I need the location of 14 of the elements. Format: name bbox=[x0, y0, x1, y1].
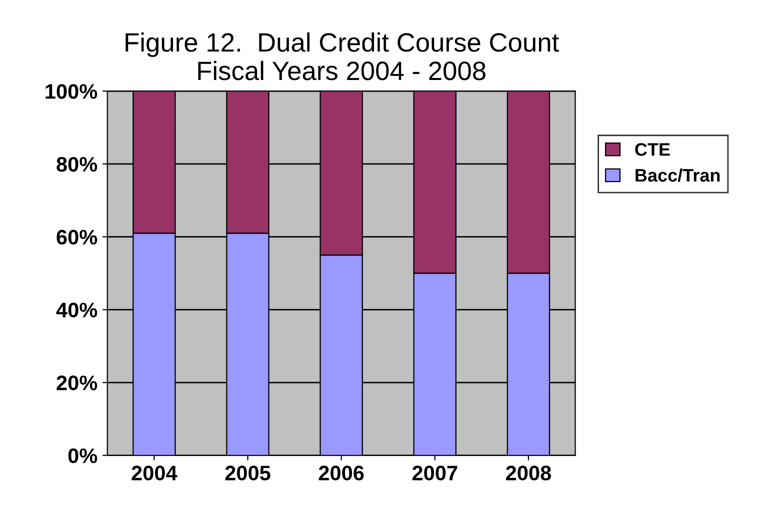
chart-title: Figure 12. Dual Credit Course Count Fiscal Years 2004 - 2008 bbox=[126, 32, 559, 80]
x-tick-label: 2007 bbox=[412, 466, 458, 480]
y-tick-label: 0% bbox=[68, 448, 98, 464]
y-tick-label: 100% bbox=[46, 84, 98, 99]
x-tick-label: 2006 bbox=[318, 466, 364, 480]
y-tick-label: 20% bbox=[56, 376, 98, 390]
legend-label: Bacc/Tran bbox=[636, 168, 720, 182]
legend-label: CTE bbox=[635, 143, 670, 156]
y-tick-label: 60% bbox=[56, 230, 98, 245]
x-tick-label: 2008 bbox=[506, 466, 551, 480]
x-tick-label: 2004 bbox=[132, 466, 178, 480]
y-tick-label: 40% bbox=[56, 302, 98, 318]
y-tick-label: 80% bbox=[56, 156, 98, 172]
x-tick-label: 2005 bbox=[225, 466, 270, 480]
